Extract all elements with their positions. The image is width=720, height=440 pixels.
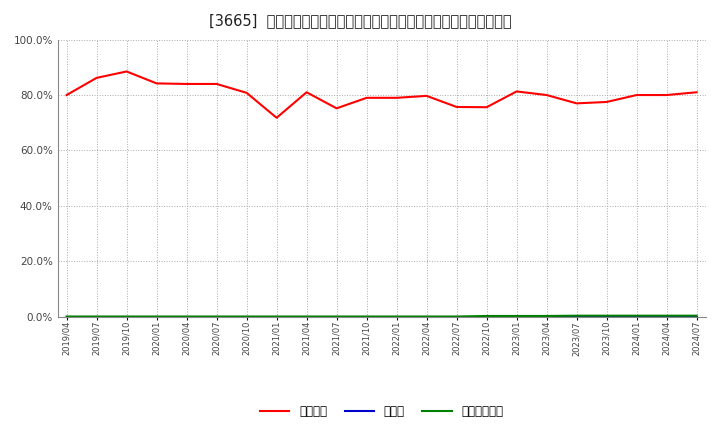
Line: 自己資本: 自己資本 <box>66 71 697 118</box>
自己資本 <box>482 105 491 110</box>
Legend: 自己資本, のれん, 繰延税金資産: 自己資本, のれん, 繰延税金資産 <box>255 400 508 423</box>
自己資本 <box>513 89 521 94</box>
自己資本 <box>242 90 251 95</box>
繰延税金資産 <box>333 314 341 319</box>
のれん <box>482 314 491 319</box>
自己資本 <box>302 90 311 95</box>
繰延税金資産 <box>122 314 131 319</box>
繰延税金資産 <box>542 313 551 319</box>
のれん <box>572 314 581 319</box>
のれん <box>62 314 71 319</box>
自己資本 <box>452 104 461 110</box>
繰延税金資産 <box>212 314 221 319</box>
自己資本 <box>542 92 551 98</box>
繰延税金資産 <box>92 314 101 319</box>
自己資本 <box>182 81 191 87</box>
のれん <box>182 314 191 319</box>
自己資本 <box>272 115 281 121</box>
繰延税金資産 <box>632 313 641 318</box>
のれん <box>122 314 131 319</box>
繰延税金資産 <box>362 314 371 319</box>
自己資本 <box>693 90 701 95</box>
繰延税金資産 <box>513 313 521 319</box>
Line: 繰延税金資産: 繰延税金資産 <box>66 315 697 316</box>
自己資本 <box>392 95 401 100</box>
繰延税金資産 <box>272 314 281 319</box>
のれん <box>452 314 461 319</box>
Text: [3665]  自己資本、のれん、繰延税金資産の総資産に対する比率の推移: [3665] 自己資本、のれん、繰延税金資産の総資産に対する比率の推移 <box>209 13 511 28</box>
繰延税金資産 <box>242 314 251 319</box>
のれん <box>92 314 101 319</box>
繰延税金資産 <box>302 314 311 319</box>
のれん <box>662 314 671 319</box>
自己資本 <box>122 69 131 74</box>
繰延税金資産 <box>572 313 581 318</box>
のれん <box>272 314 281 319</box>
繰延税金資産 <box>693 313 701 318</box>
繰延税金資産 <box>153 314 161 319</box>
自己資本 <box>632 92 641 98</box>
のれん <box>602 314 611 319</box>
のれん <box>693 314 701 319</box>
自己資本 <box>92 75 101 81</box>
自己資本 <box>572 101 581 106</box>
のれん <box>333 314 341 319</box>
のれん <box>392 314 401 319</box>
繰延税金資産 <box>182 314 191 319</box>
繰延税金資産 <box>62 314 71 319</box>
自己資本 <box>212 81 221 87</box>
のれん <box>542 314 551 319</box>
自己資本 <box>602 99 611 105</box>
繰延税金資産 <box>662 313 671 318</box>
自己資本 <box>153 81 161 86</box>
自己資本 <box>422 93 431 99</box>
繰延税金資産 <box>482 313 491 319</box>
自己資本 <box>362 95 371 100</box>
繰延税金資産 <box>602 313 611 318</box>
自己資本 <box>662 92 671 98</box>
のれん <box>362 314 371 319</box>
自己資本 <box>333 106 341 111</box>
のれん <box>242 314 251 319</box>
のれん <box>153 314 161 319</box>
繰延税金資産 <box>392 314 401 319</box>
のれん <box>513 314 521 319</box>
のれん <box>422 314 431 319</box>
自己資本 <box>62 92 71 98</box>
繰延税金資産 <box>452 314 461 319</box>
のれん <box>212 314 221 319</box>
のれん <box>302 314 311 319</box>
繰延税金資産 <box>422 314 431 319</box>
のれん <box>632 314 641 319</box>
